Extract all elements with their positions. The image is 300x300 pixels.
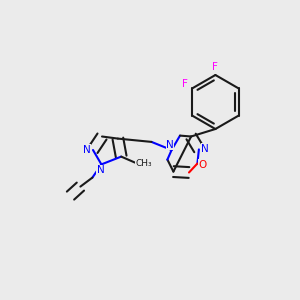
Text: CH₃: CH₃ bbox=[135, 159, 152, 168]
Text: F: F bbox=[212, 61, 218, 72]
Text: N: N bbox=[97, 165, 105, 176]
Text: F: F bbox=[182, 79, 188, 89]
Text: N: N bbox=[82, 145, 90, 155]
Text: N: N bbox=[166, 140, 174, 150]
Text: O: O bbox=[199, 160, 207, 170]
Text: N: N bbox=[201, 144, 209, 154]
